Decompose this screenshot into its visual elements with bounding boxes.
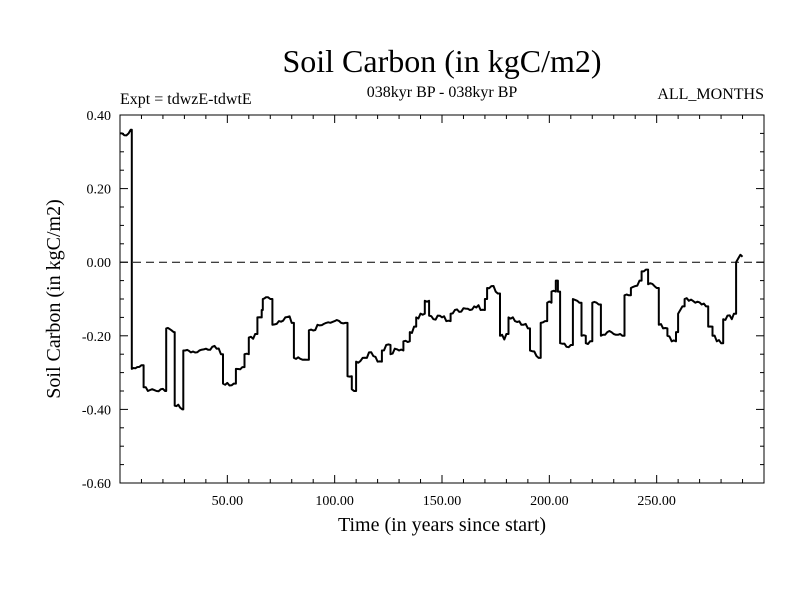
x-tick-label: 250.00	[637, 494, 676, 509]
y-tick-label: -0.20	[82, 330, 111, 345]
y-tick-label: -0.60	[82, 477, 111, 492]
ticks-layer: 50.00 100.00 150.00 200.00 250.00 0.40 0.20 0.0…	[82, 109, 764, 509]
y-tick-label: 0.40	[87, 109, 112, 124]
series-line	[120, 128, 744, 411]
period-label: 038kyr BP - 038kyr BP	[367, 84, 518, 101]
chart-title: Soil Carbon (in kgC/m2)	[282, 43, 601, 79]
series-layer	[120, 128, 744, 411]
x-tick-label: 50.00	[212, 494, 244, 509]
y-tick-label: 0.20	[87, 183, 112, 198]
y-axis-label: Soil Carbon (in kgC/m2)	[43, 199, 65, 398]
season-label: ALL_MONTHS	[657, 86, 764, 103]
plot-frame	[119, 114, 765, 484]
x-tick-label: 150.00	[423, 494, 462, 509]
y-tick-label: 0.00	[87, 256, 112, 271]
x-tick-label: 100.00	[315, 494, 354, 509]
x-tick-label: 200.00	[530, 494, 569, 509]
x-axis-label: Time (in years since start)	[338, 514, 546, 536]
y-tick-label: -0.40	[82, 403, 111, 418]
expt-label: Expt = tdwzE-tdwtE	[120, 91, 252, 108]
